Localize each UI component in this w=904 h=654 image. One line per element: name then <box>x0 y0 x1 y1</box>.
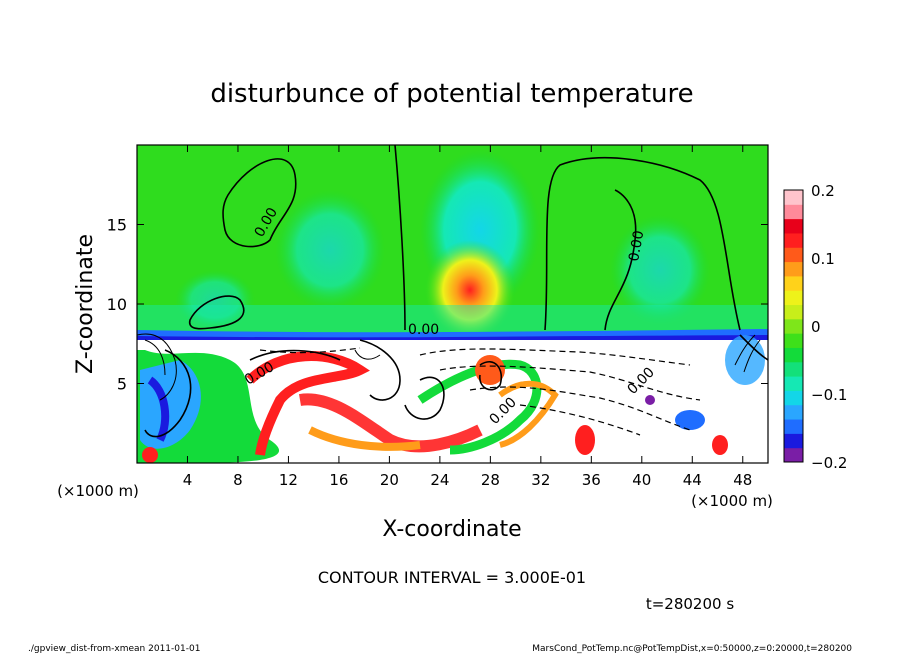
x-axis-label: X-coordinate <box>382 517 521 542</box>
colorbar-cell <box>784 261 803 277</box>
colorbar-cell <box>784 318 803 334</box>
x-tick-label: 32 <box>531 471 550 489</box>
colorbar-cell <box>784 390 803 406</box>
x-tick-label: 40 <box>632 471 651 489</box>
colorbar: 0.2 0.1 0 −0.1 −0.2 <box>783 182 847 472</box>
colorbar-tick-label: 0 <box>811 318 821 336</box>
x-tick-label: 24 <box>430 471 449 489</box>
chart-title: disturbunce of potential temperature <box>210 79 693 109</box>
y-tick-label: 10 <box>107 295 127 314</box>
colorbar-cell <box>784 204 803 220</box>
colorbar-cell <box>784 376 803 391</box>
contour-label: 0.00 <box>626 229 647 262</box>
colorbar-tick-label: −0.2 <box>811 454 847 472</box>
x-tick-label: 20 <box>380 471 399 489</box>
footer-left: ./gpview_dist-from-xmean 2011-01-01 <box>28 644 200 654</box>
contour-interval: CONTOUR INTERVAL = 3.000E-01 <box>318 568 586 587</box>
colorbar-cell <box>784 304 803 320</box>
y-axis-label: Z-coordinate <box>73 234 98 374</box>
time-label: t=280200 s <box>646 595 734 613</box>
x-tick-label: 36 <box>582 471 601 489</box>
x-unit-label: (×1000 m) <box>691 492 773 510</box>
contour-label: 0.00 <box>408 322 439 338</box>
colorbar-cell <box>784 275 803 291</box>
y-axis: 5 10 15 <box>107 216 768 394</box>
y-unit-label: (×1000 m) <box>57 482 139 500</box>
colorbar-tick-label: 0.2 <box>811 182 835 200</box>
colorbar-cell <box>784 333 803 348</box>
y-tick-label: 15 <box>107 216 127 235</box>
x-tick-label: 12 <box>279 471 298 489</box>
colorbar-tick-label: −0.1 <box>811 386 847 404</box>
colorbar-cell <box>784 347 803 363</box>
y-tick-label: 5 <box>117 375 127 394</box>
colorbar-cell <box>784 218 803 234</box>
x-tick-label: 48 <box>733 471 752 489</box>
x-tick-label: 16 <box>329 471 348 489</box>
x-axis: 4 8 12 16 20 24 28 32 36 40 44 48 <box>183 145 752 489</box>
colorbar-tick-label: 0.1 <box>811 250 835 268</box>
colorbar-frame <box>783 189 804 463</box>
x-tick-label: 44 <box>683 471 702 489</box>
x-tick-label: 4 <box>183 471 193 489</box>
colorbar-cell <box>784 447 803 463</box>
x-tick-label: 8 <box>233 471 243 489</box>
heatmap-field <box>137 145 768 463</box>
colorbar-cell <box>784 361 803 377</box>
colorbar-cell <box>784 290 803 306</box>
colorbar-cell <box>784 247 803 263</box>
colorbar-cell <box>784 419 803 434</box>
colorbar-cell <box>784 190 803 205</box>
colorbar-cell <box>784 433 803 449</box>
colorbar-cell <box>784 404 803 420</box>
footer-right: MarsCond_PotTemp.nc@PotTempDist,x=0:5000… <box>532 644 852 654</box>
x-tick-label: 28 <box>481 471 500 489</box>
colorbar-cell <box>784 232 803 248</box>
